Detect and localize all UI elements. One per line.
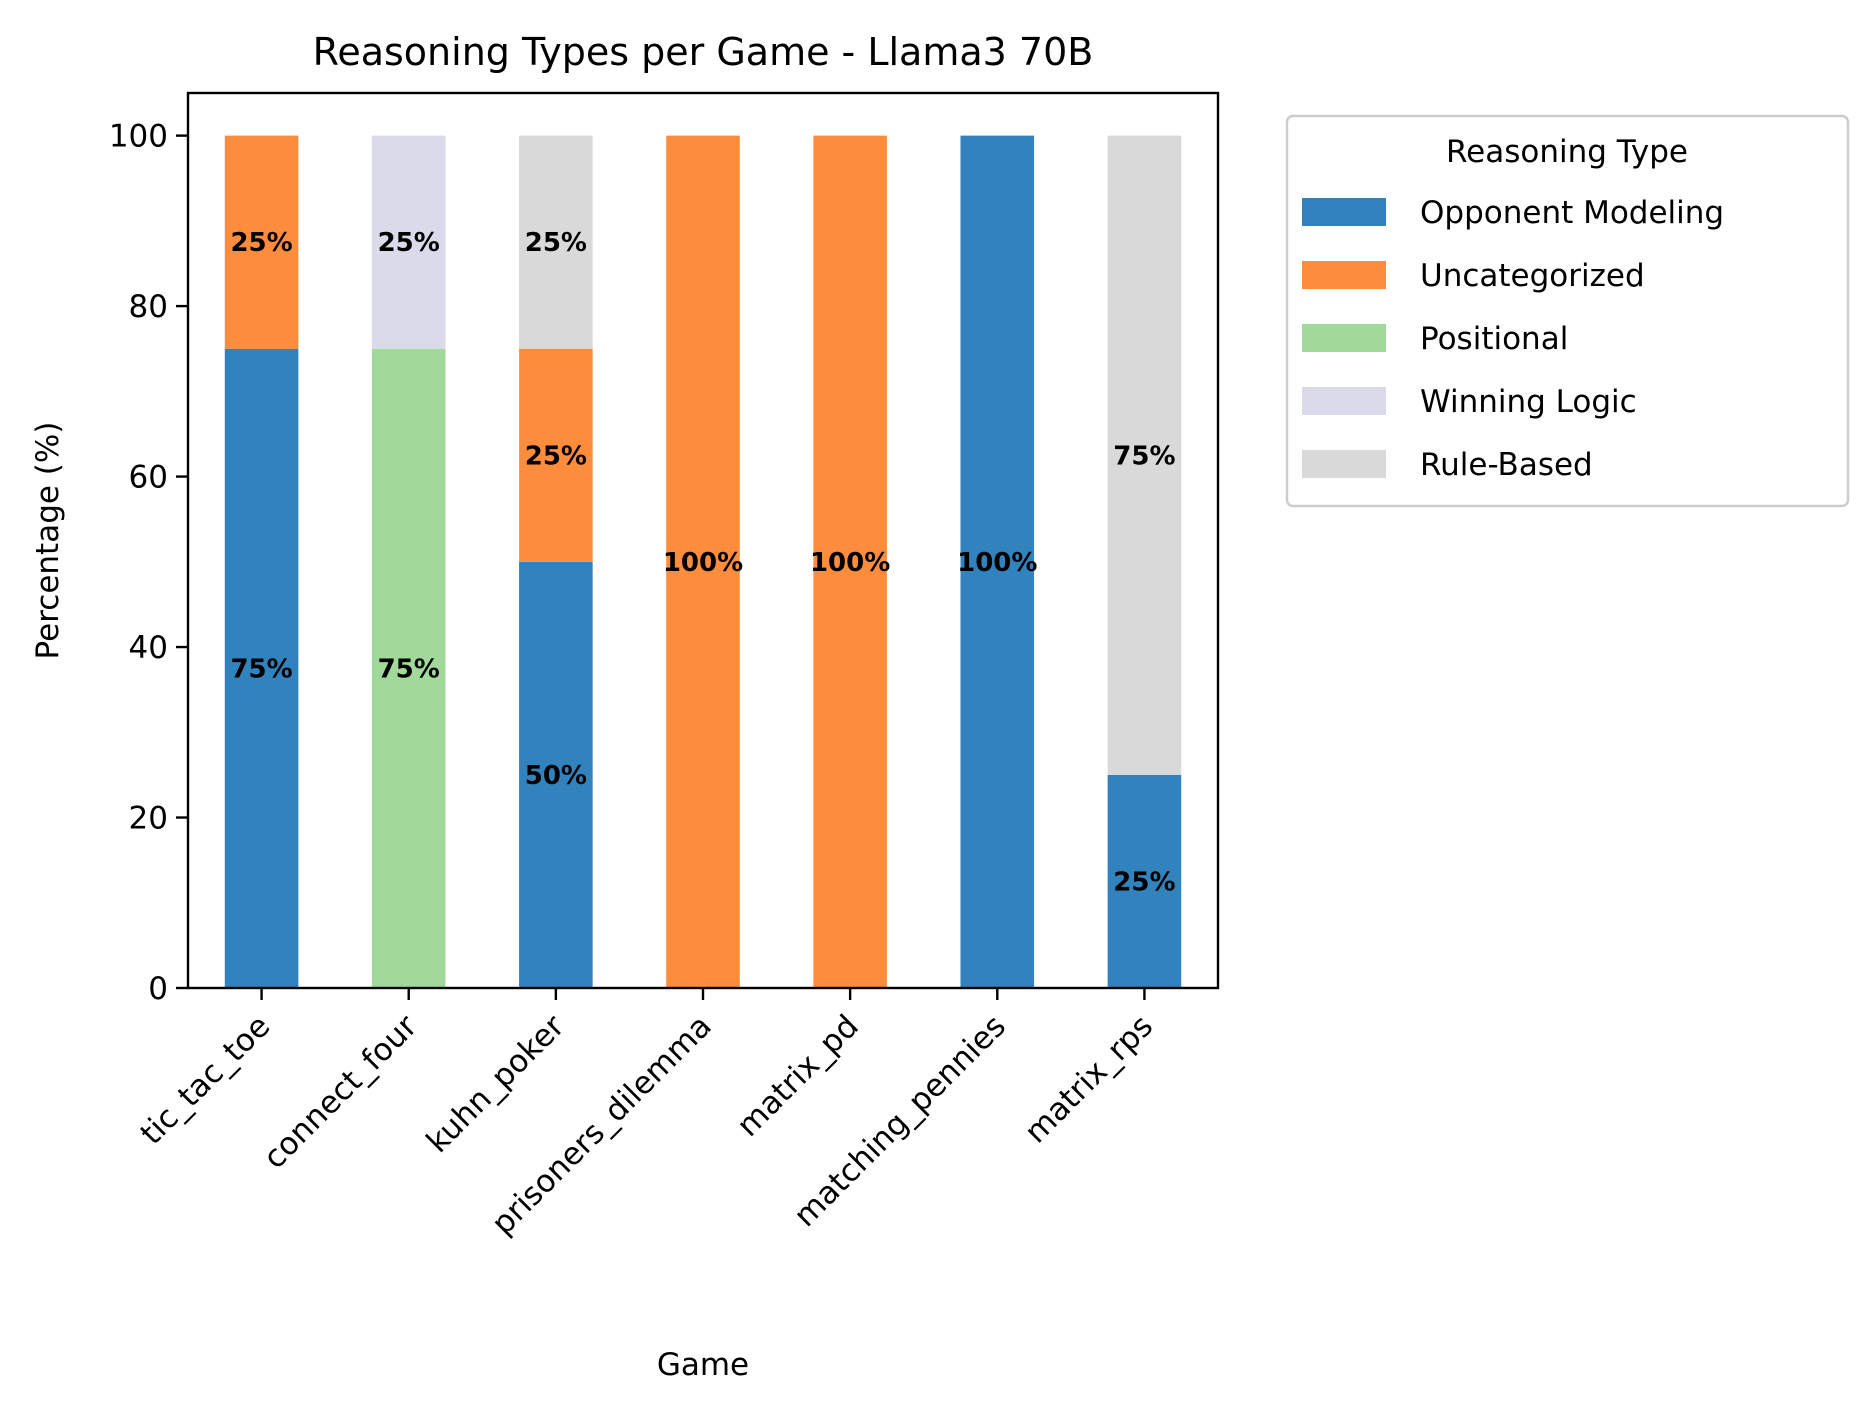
data-label: 50% xyxy=(525,761,587,791)
legend-title: Reasoning Type xyxy=(1446,134,1688,170)
data-label: 75% xyxy=(230,654,292,684)
bar-matrix_rps-opponent-modeling xyxy=(1107,774,1182,988)
x-tick-label: kuhn_poker xyxy=(420,1008,572,1160)
legend-label: Positional xyxy=(1420,321,1568,357)
data-label: 25% xyxy=(1113,867,1175,897)
legend-label: Winning Logic xyxy=(1420,384,1637,420)
legend-swatch xyxy=(1302,261,1386,289)
chart-title: Reasoning Types per Game - Llama3 70B xyxy=(313,30,1094,74)
legend-swatch xyxy=(1302,450,1386,478)
data-label: 25% xyxy=(525,228,587,258)
legend: Reasoning Type Opponent Modeling Uncatego… xyxy=(1285,114,1850,508)
y-tick-label: 0 xyxy=(148,971,168,1007)
x-tick-label: matrix_rps xyxy=(1018,1008,1160,1150)
legend-swatch xyxy=(1302,324,1386,352)
x-tick-label: matrix_pd xyxy=(730,1008,866,1144)
bar-matrix_rps-rule-based xyxy=(1107,135,1182,775)
y-tick-label: 20 xyxy=(129,801,168,837)
bar-kuhn_poker-rule-based xyxy=(519,135,593,349)
bar-matrix_pd-uncategorized xyxy=(813,135,887,989)
data-label: 25% xyxy=(525,441,587,471)
legend-label: Rule-Based xyxy=(1420,447,1593,483)
data-label: 25% xyxy=(378,228,440,258)
data-label: 100% xyxy=(663,548,743,578)
y-axis-label: Percentage (%) xyxy=(30,422,66,660)
y-tick-label: 80 xyxy=(129,289,168,325)
legend-label: Uncategorized xyxy=(1420,258,1645,294)
bar-matching_pennies-opponent-modeling xyxy=(960,135,1035,989)
legend-frame xyxy=(1285,114,1850,508)
bar-tic_tac_toe-uncategorized xyxy=(224,135,299,349)
bar-prisoners_dilemma-uncategorized xyxy=(666,135,740,989)
bar-kuhn_poker-uncategorized xyxy=(519,348,593,562)
data-label: 75% xyxy=(1113,441,1175,471)
plot-area: 75% 25% 75% 25% 50% 25% 25% 100% 100% 100% 25% 75% xyxy=(224,135,1182,989)
y-tick-label: 40 xyxy=(129,630,168,666)
y-axis: 0 20 40 60 80 100 xyxy=(109,119,188,1007)
bar-tic_tac_toe-opponent-modeling xyxy=(224,348,299,988)
x-tick-label: tic_tac_toe xyxy=(134,1008,278,1152)
legend-swatch xyxy=(1302,198,1386,226)
data-label: 100% xyxy=(957,548,1037,578)
legend-items: Opponent Modeling Uncategorized Positional… xyxy=(1302,195,1724,483)
x-axis: tic_tac_toeconnect_fourkuhn_pokerprisone… xyxy=(134,988,1160,1242)
data-label: 75% xyxy=(378,654,440,684)
x-tick-label: connect_four xyxy=(257,1008,425,1176)
x-axis-label: Game xyxy=(657,1347,749,1383)
legend-swatch xyxy=(1302,387,1386,415)
y-tick-label: 100 xyxy=(109,119,168,155)
data-label: 100% xyxy=(810,548,890,578)
y-tick-label: 60 xyxy=(129,460,168,496)
legend-label: Opponent Modeling xyxy=(1420,195,1724,231)
bar-connect_four-positional xyxy=(371,348,446,988)
data-label: 25% xyxy=(230,228,292,258)
bar-kuhn_poker-opponent-modeling xyxy=(519,561,593,988)
bar-connect_four-winning-logic xyxy=(371,135,446,349)
